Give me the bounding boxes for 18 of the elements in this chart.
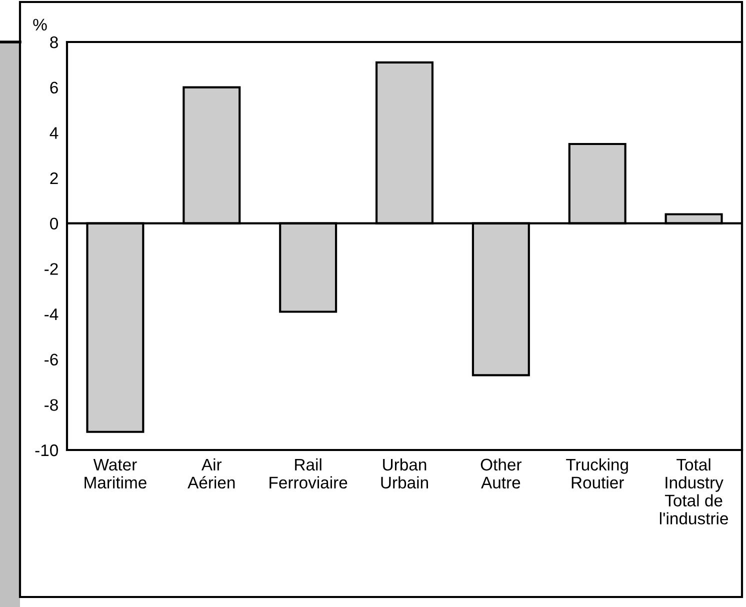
x-tick-label: Total Industry Total de l'industrie <box>660 458 728 524</box>
x-tick-label: Trucking Routier <box>566 458 628 489</box>
x-tick-label: Rail Ferroviaire <box>270 458 348 489</box>
y-tick-label: -8 <box>44 399 58 411</box>
y-tick-label: -2 <box>44 263 58 275</box>
y-tick-label: -6 <box>44 354 58 366</box>
x-tick-label: Other Autre <box>480 458 522 489</box>
y-tick-label: 8 <box>50 36 58 48</box>
x-tick-label: Air Aérien <box>188 458 235 489</box>
y-tick-label: 6 <box>50 82 58 94</box>
y-tick-label: -4 <box>44 308 58 320</box>
y-tick-label: -10 <box>35 444 58 456</box>
y-tick-label: 0 <box>50 218 58 230</box>
x-tick-label: Water Maritime <box>84 458 146 489</box>
x-tick-label: Urban Urbain <box>381 458 428 489</box>
y-tick-label: 4 <box>50 127 58 139</box>
y-tick-label: 2 <box>50 172 58 184</box>
y-axis-title: % <box>33 18 47 30</box>
